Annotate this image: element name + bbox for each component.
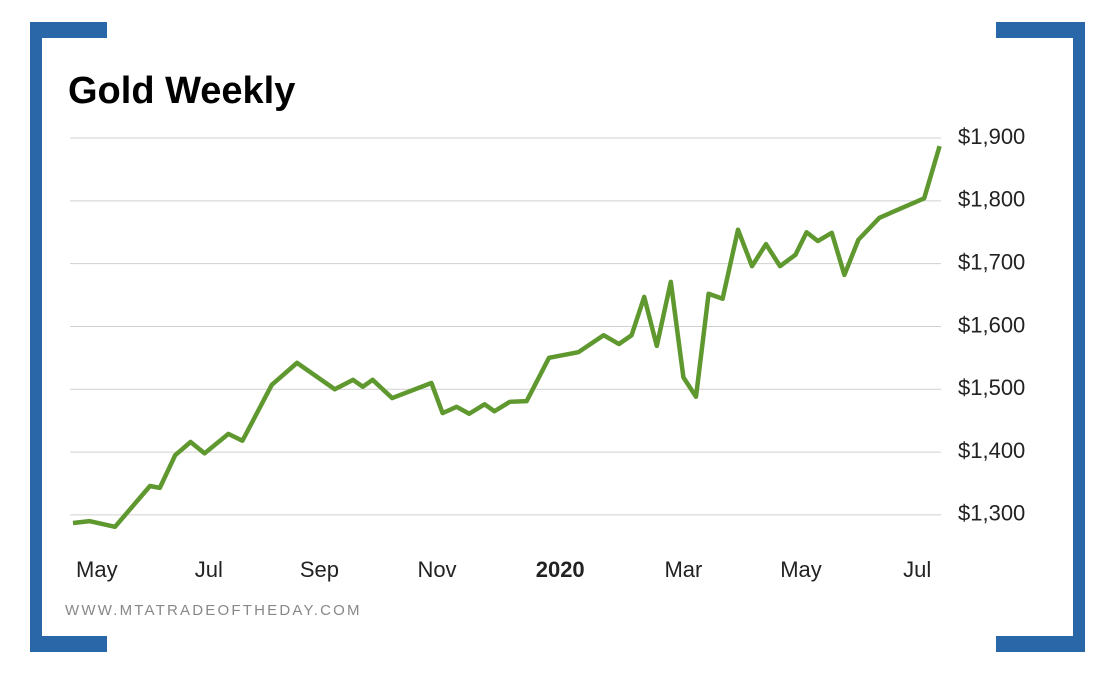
x-tick-label: May [76, 557, 118, 582]
y-tick-label: $1,900 [958, 124, 1025, 149]
frame-right-top [996, 22, 1085, 38]
frame-right-bottom [996, 636, 1085, 652]
x-tick-label: Jul [195, 557, 223, 582]
price-line [72, 145, 942, 530]
x-tick-label: Nov [417, 557, 456, 582]
chart-title: Gold Weekly [68, 70, 295, 112]
x-tick-label: May [780, 557, 822, 582]
frame [30, 22, 1085, 652]
y-tick-label: $1,600 [958, 312, 1025, 337]
x-tick-label: Sep [300, 557, 339, 582]
frame-right [1073, 22, 1085, 652]
x-tick-label: Mar [664, 557, 702, 582]
y-tick-label: $1,400 [958, 438, 1025, 463]
y-tick-label: $1,500 [958, 375, 1025, 400]
y-tick-label: $1,700 [958, 249, 1025, 274]
y-tick-label: $1,800 [958, 187, 1025, 212]
x-tick-label: 2020 [536, 557, 585, 582]
frame-left-top [30, 22, 107, 38]
x-tick-label: Jul [903, 557, 931, 582]
frame-left-bottom [30, 636, 107, 652]
frame-left [30, 22, 42, 652]
y-tick-label: $1,300 [958, 501, 1025, 526]
source: WWW.MTATRADEOFTHEDAY.COM [65, 602, 362, 619]
